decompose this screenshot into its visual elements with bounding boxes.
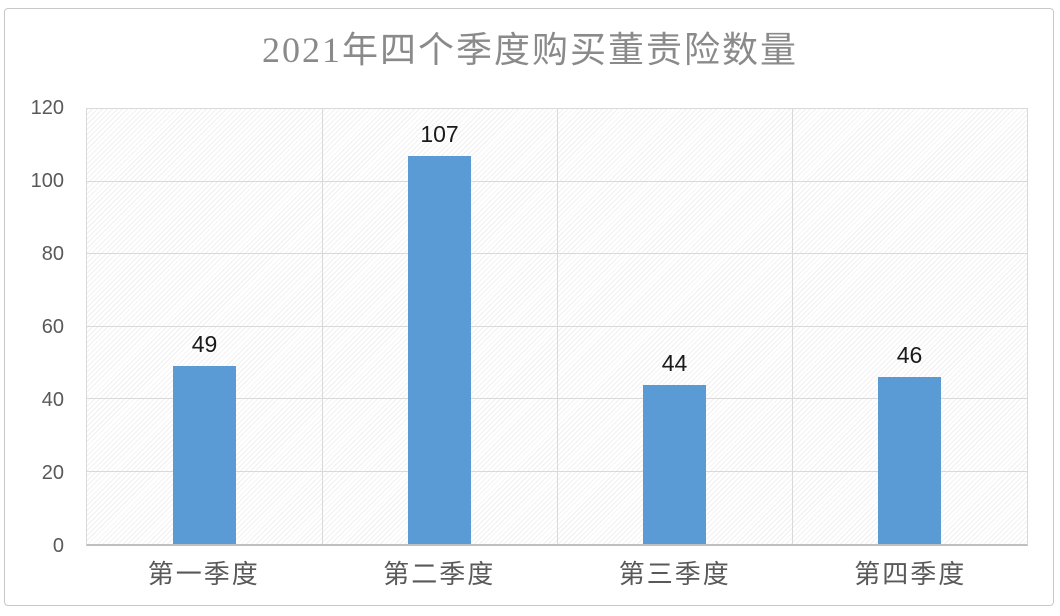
bar-第四季度: [878, 377, 941, 544]
y-axis-tick-label: 80: [41, 242, 64, 265]
y-axis-tick-label: 120: [30, 97, 64, 119]
x-axis-category-label: 第三季度: [618, 560, 731, 589]
gridline-vertical: [322, 109, 323, 544]
y-axis-tick-label: 20: [41, 462, 64, 484]
y-axis-tick-label: 40: [41, 388, 64, 411]
y-axis-tick-label: 60: [41, 316, 64, 338]
bar-第一季度: [173, 366, 236, 544]
y-axis-tick-label: 0: [52, 535, 64, 557]
bar-第二季度: [408, 156, 471, 544]
y-axis-tick-label: 100: [30, 169, 64, 192]
x-axis-category-label: 第一季度: [147, 560, 260, 589]
y-axis: 0 20 40 60 80 100 120: [0, 98, 64, 556]
gridline-horizontal: [87, 108, 1027, 109]
x-axis: 第一季度 第二季度 第三季度 第四季度: [86, 558, 1028, 596]
chart-title: 2021年四个季度购买董责险数量: [261, 30, 798, 70]
x-axis-category-label: 第二季度: [383, 560, 496, 589]
bar-value-label: 46: [896, 342, 923, 369]
gridline-vertical: [557, 109, 558, 544]
bar-第三季度: [643, 384, 706, 544]
bar-value-label: 44: [661, 349, 688, 376]
bar-value-label: 107: [420, 121, 459, 148]
gridline-vertical: [792, 109, 793, 544]
plot-area: 49 107 44 46: [86, 108, 1028, 546]
bar-value-label: 49: [191, 331, 218, 358]
x-axis-category-label: 第四季度: [854, 560, 967, 589]
